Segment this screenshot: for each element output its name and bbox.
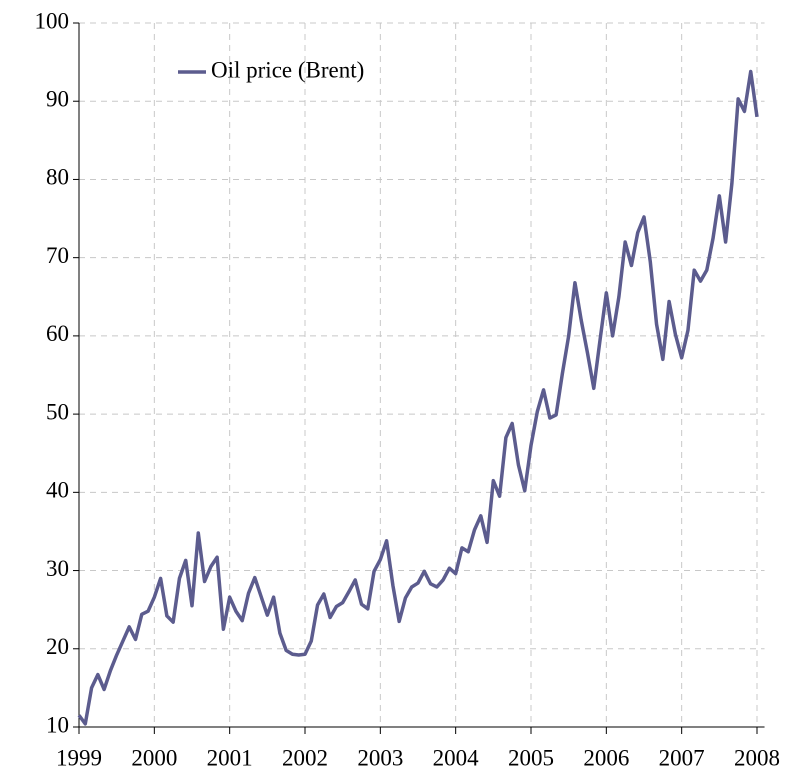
x-tick-label: 2005 (508, 745, 554, 770)
y-tick-label: 70 (46, 243, 69, 268)
x-tick-label: 2001 (207, 745, 253, 770)
y-tick-label: 20 (46, 634, 69, 659)
x-tick-label: 2002 (282, 745, 328, 770)
y-tick-label: 60 (46, 321, 69, 346)
x-tick-label: 2008 (734, 745, 780, 770)
y-tick-label: 100 (35, 8, 70, 33)
x-tick-label: 1999 (56, 745, 102, 770)
x-tick-label: 2006 (583, 745, 629, 770)
y-tick-label: 10 (46, 712, 69, 737)
y-tick-label: 90 (46, 87, 69, 112)
x-tick-label: 2004 (433, 745, 480, 770)
x-tick-label: 2007 (659, 745, 705, 770)
y-tick-label: 50 (46, 399, 69, 424)
y-tick-label: 30 (46, 556, 69, 581)
x-tick-label: 2000 (131, 745, 177, 770)
line-series (77, 69, 759, 726)
y-tick-label: 80 (46, 165, 69, 190)
y-tick-label: 40 (46, 478, 69, 503)
legend-label: Oil price (Brent) (211, 57, 364, 82)
x-tick-label: 2003 (357, 745, 403, 770)
